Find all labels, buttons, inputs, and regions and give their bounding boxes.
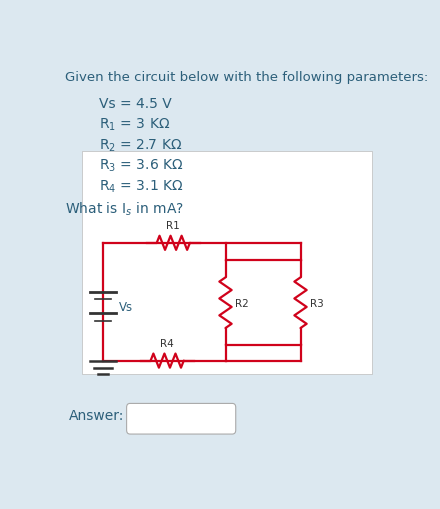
Text: R4: R4 bbox=[160, 338, 174, 348]
Text: Given the circuit below with the following parameters:: Given the circuit below with the followi… bbox=[65, 71, 429, 84]
Text: R$_4$ = 3.1 KΩ: R$_4$ = 3.1 KΩ bbox=[99, 178, 184, 194]
Text: Answer:: Answer: bbox=[69, 408, 124, 422]
Text: R3: R3 bbox=[310, 298, 324, 308]
Text: R$_2$ = 2.7 KΩ: R$_2$ = 2.7 KΩ bbox=[99, 137, 183, 154]
Text: R$_3$ = 3.6 KΩ: R$_3$ = 3.6 KΩ bbox=[99, 157, 184, 174]
Text: What is I$_s$ in mA?: What is I$_s$ in mA? bbox=[65, 200, 184, 217]
Text: Vs: Vs bbox=[119, 300, 133, 314]
Text: Vs = 4.5 V: Vs = 4.5 V bbox=[99, 96, 172, 110]
Text: R$_1$ = 3 KΩ: R$_1$ = 3 KΩ bbox=[99, 117, 171, 133]
Text: R2: R2 bbox=[235, 298, 249, 308]
FancyBboxPatch shape bbox=[127, 404, 236, 434]
Text: R1: R1 bbox=[166, 221, 180, 231]
FancyBboxPatch shape bbox=[82, 151, 372, 375]
